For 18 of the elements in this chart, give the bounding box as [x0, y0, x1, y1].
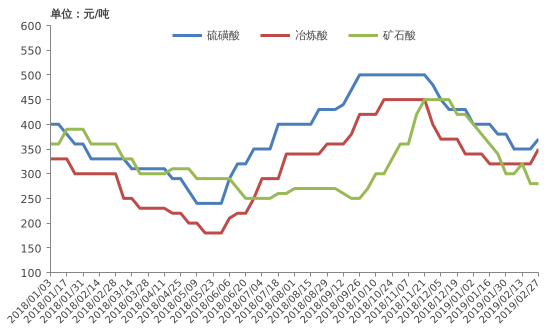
y-tick-label: 150 — [20, 242, 42, 256]
y-tick-label: 200 — [20, 218, 42, 231]
y-tick-label: 400 — [20, 118, 42, 132]
line-series — [50, 98, 538, 200]
y-tick-label: 550 — [20, 44, 42, 58]
y-tick-label: 450 — [20, 94, 42, 108]
y-tick-label: 300 — [20, 168, 42, 182]
legend-label: 冶炼酸 — [295, 28, 328, 42]
legend-label: 矿石酸 — [383, 28, 416, 42]
legend-label: 硫磺酸 — [207, 28, 240, 42]
y-tick-label: 600 — [20, 20, 42, 33]
y-tick-label: 350 — [20, 144, 42, 156]
y-tick-label: 250 — [20, 192, 42, 206]
line-series — [50, 98, 538, 234]
line-series — [50, 73, 538, 205]
y-tick-label: 100 — [20, 267, 42, 280]
y-axis-title: 单位：元/吨 — [50, 8, 110, 20]
y-tick-label: 500 — [20, 69, 42, 82]
